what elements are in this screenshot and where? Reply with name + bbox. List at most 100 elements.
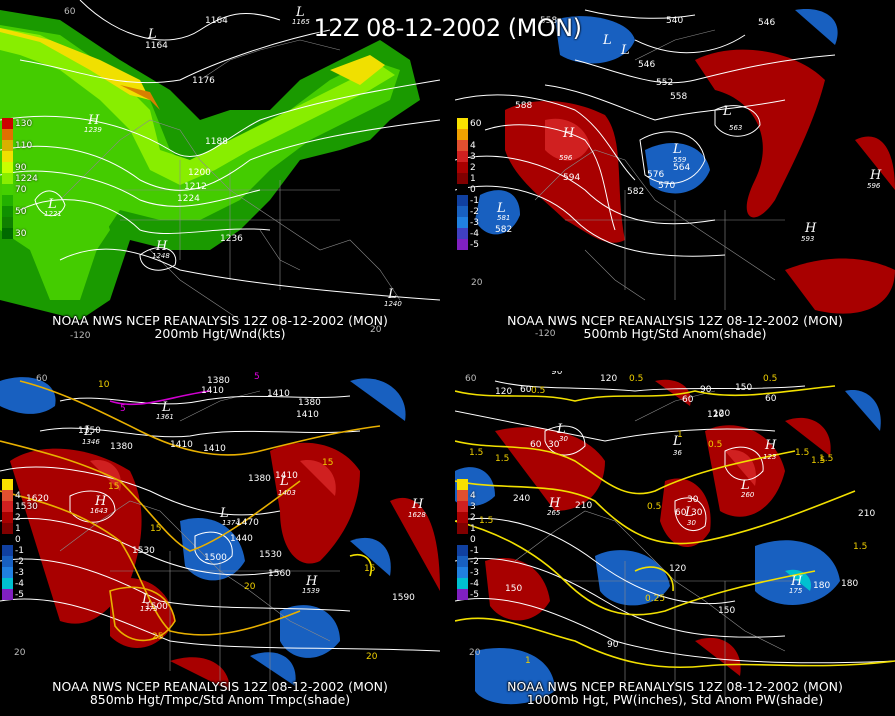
pressure-value: 30 [559,435,568,443]
pw-label: 0.5 [763,374,777,384]
contour-label: 546 [638,60,655,70]
pw-label: 1.5 [495,454,509,464]
contour-label: 558 [670,92,687,102]
contour-label: 120 [495,387,512,397]
legend-swatch [457,129,468,140]
legend-swatch [2,228,13,239]
pressure-value: 1221 [44,210,62,218]
legend-swatch [2,129,13,140]
pw-label: 1.5 [795,448,809,458]
contour-label: 552 [656,78,673,88]
anom-blue-center [595,550,670,606]
pressure-high: H [155,239,168,254]
pressure-value: 123 [763,453,776,461]
pressure-value: 593 [801,235,814,243]
legend-swatch [457,479,468,490]
pressure-value: 1374 [222,519,240,527]
contour-label: 150 [505,584,522,594]
contour-label: 180 [813,581,830,591]
legend-label: 0 [15,535,21,545]
contour-120 [455,410,776,442]
legend-label: 2 [15,513,21,523]
contour-label: 1560 [268,569,291,579]
contour-540 [584,9,696,19]
legend-label: -2 [470,207,479,217]
contour-564 [639,131,706,184]
anom-blue-nw [555,16,635,64]
pressure-value: 30 [687,519,696,527]
legend-swatch [457,534,468,545]
contour-label: 1530 [132,546,155,556]
legend-label: 110 [15,141,33,151]
borders [110,551,340,691]
pw-label: 0.25 [645,594,665,604]
caption-200mb: NOAA NWS NCEP REANALYSIS 12Z 08-12-2002 … [0,314,440,340]
borders [120,160,340,290]
pw-1b [455,617,895,669]
contour-label: 1410 [267,389,290,399]
caption-source: NOAA NWS NCEP REANALYSIS 12Z 08-12-2002 … [52,313,388,328]
legend-swatch [2,545,13,556]
pw-label: 1.5 [479,516,493,526]
panel-1000mb: 90 120 60 120 90 60 120 60 30 240 210 30… [455,371,895,716]
contour-90 [494,380,806,392]
coastline [534,29,776,301]
borders [565,561,795,701]
legend-label: -4 [470,579,479,589]
anom-blue-nw [0,377,56,414]
pressure-low: L [740,478,750,493]
contour-582 [455,155,716,225]
legend-label: 1530 [15,502,38,512]
temp-20b [349,554,372,577]
contour-label: 1500 [204,553,227,563]
legend-swatch [457,206,468,217]
legend-label: 4 [15,491,21,501]
contour-label: 120 [713,409,730,419]
legend-swatch [457,567,468,578]
pressure-value: 1539 [302,587,320,595]
legend-swatch [2,140,13,151]
contour-label: 1410 [203,444,226,454]
legend-swatch [457,228,468,239]
contour-label: 546 [758,18,775,28]
panel-200mb: 1164 1164 1176 1188 1200 1212 1224 1236 … [0,0,440,345]
grid-label: 60 [465,374,477,384]
anom-blue-east [350,537,391,576]
legend-label: 130 [15,119,33,129]
legend-label: -5 [470,240,479,250]
caption-500mb: NOAA NWS NCEP REANALYSIS 12Z 08-12-2002 … [455,314,895,340]
contour-label: 564 [673,163,690,173]
contour-label: 576 [647,170,664,180]
temp-label: 5 [254,372,260,382]
legend-label: -3 [470,218,479,228]
pressure-low: L [83,424,93,439]
main-title: 12Z 08-12-2002 (MON) [313,14,583,42]
coastline [59,390,331,642]
contour-label: 1236 [220,234,243,244]
caption-1000mb: NOAA NWS NCEP REANALYSIS 12Z 08-12-2002 … [455,680,895,706]
pressure-low: L [141,592,151,607]
pressure-high: H [94,494,107,509]
contour-label: 120 [600,374,617,384]
pressure-value: 1165 [292,18,310,26]
anom-blue-center [645,142,710,194]
pressure-high: H [869,168,882,183]
panel-500mb: 558 540 546 546 552 558 588 594 582 576 … [455,0,895,345]
contour-small [34,190,177,271]
legend-swatch [2,162,13,173]
contour-small [714,105,761,137]
pressure-high: H [764,438,777,453]
contour-label: 1530 [259,550,282,560]
contour-1164 [79,0,281,41]
temp-5-magenta [109,390,211,406]
contour-576 [455,185,726,257]
contour-label: 1380 [110,442,133,452]
contour-label: 1380 [248,474,271,484]
temp-label: 5 [120,404,126,414]
contour-label: 1224 [177,194,200,204]
pressure-value: 596 [867,182,881,190]
pressure-high: H [87,113,100,128]
contour-label: 1164 [145,41,168,51]
pressure-value: 1373 [140,605,158,613]
legend-swatch [2,534,13,545]
